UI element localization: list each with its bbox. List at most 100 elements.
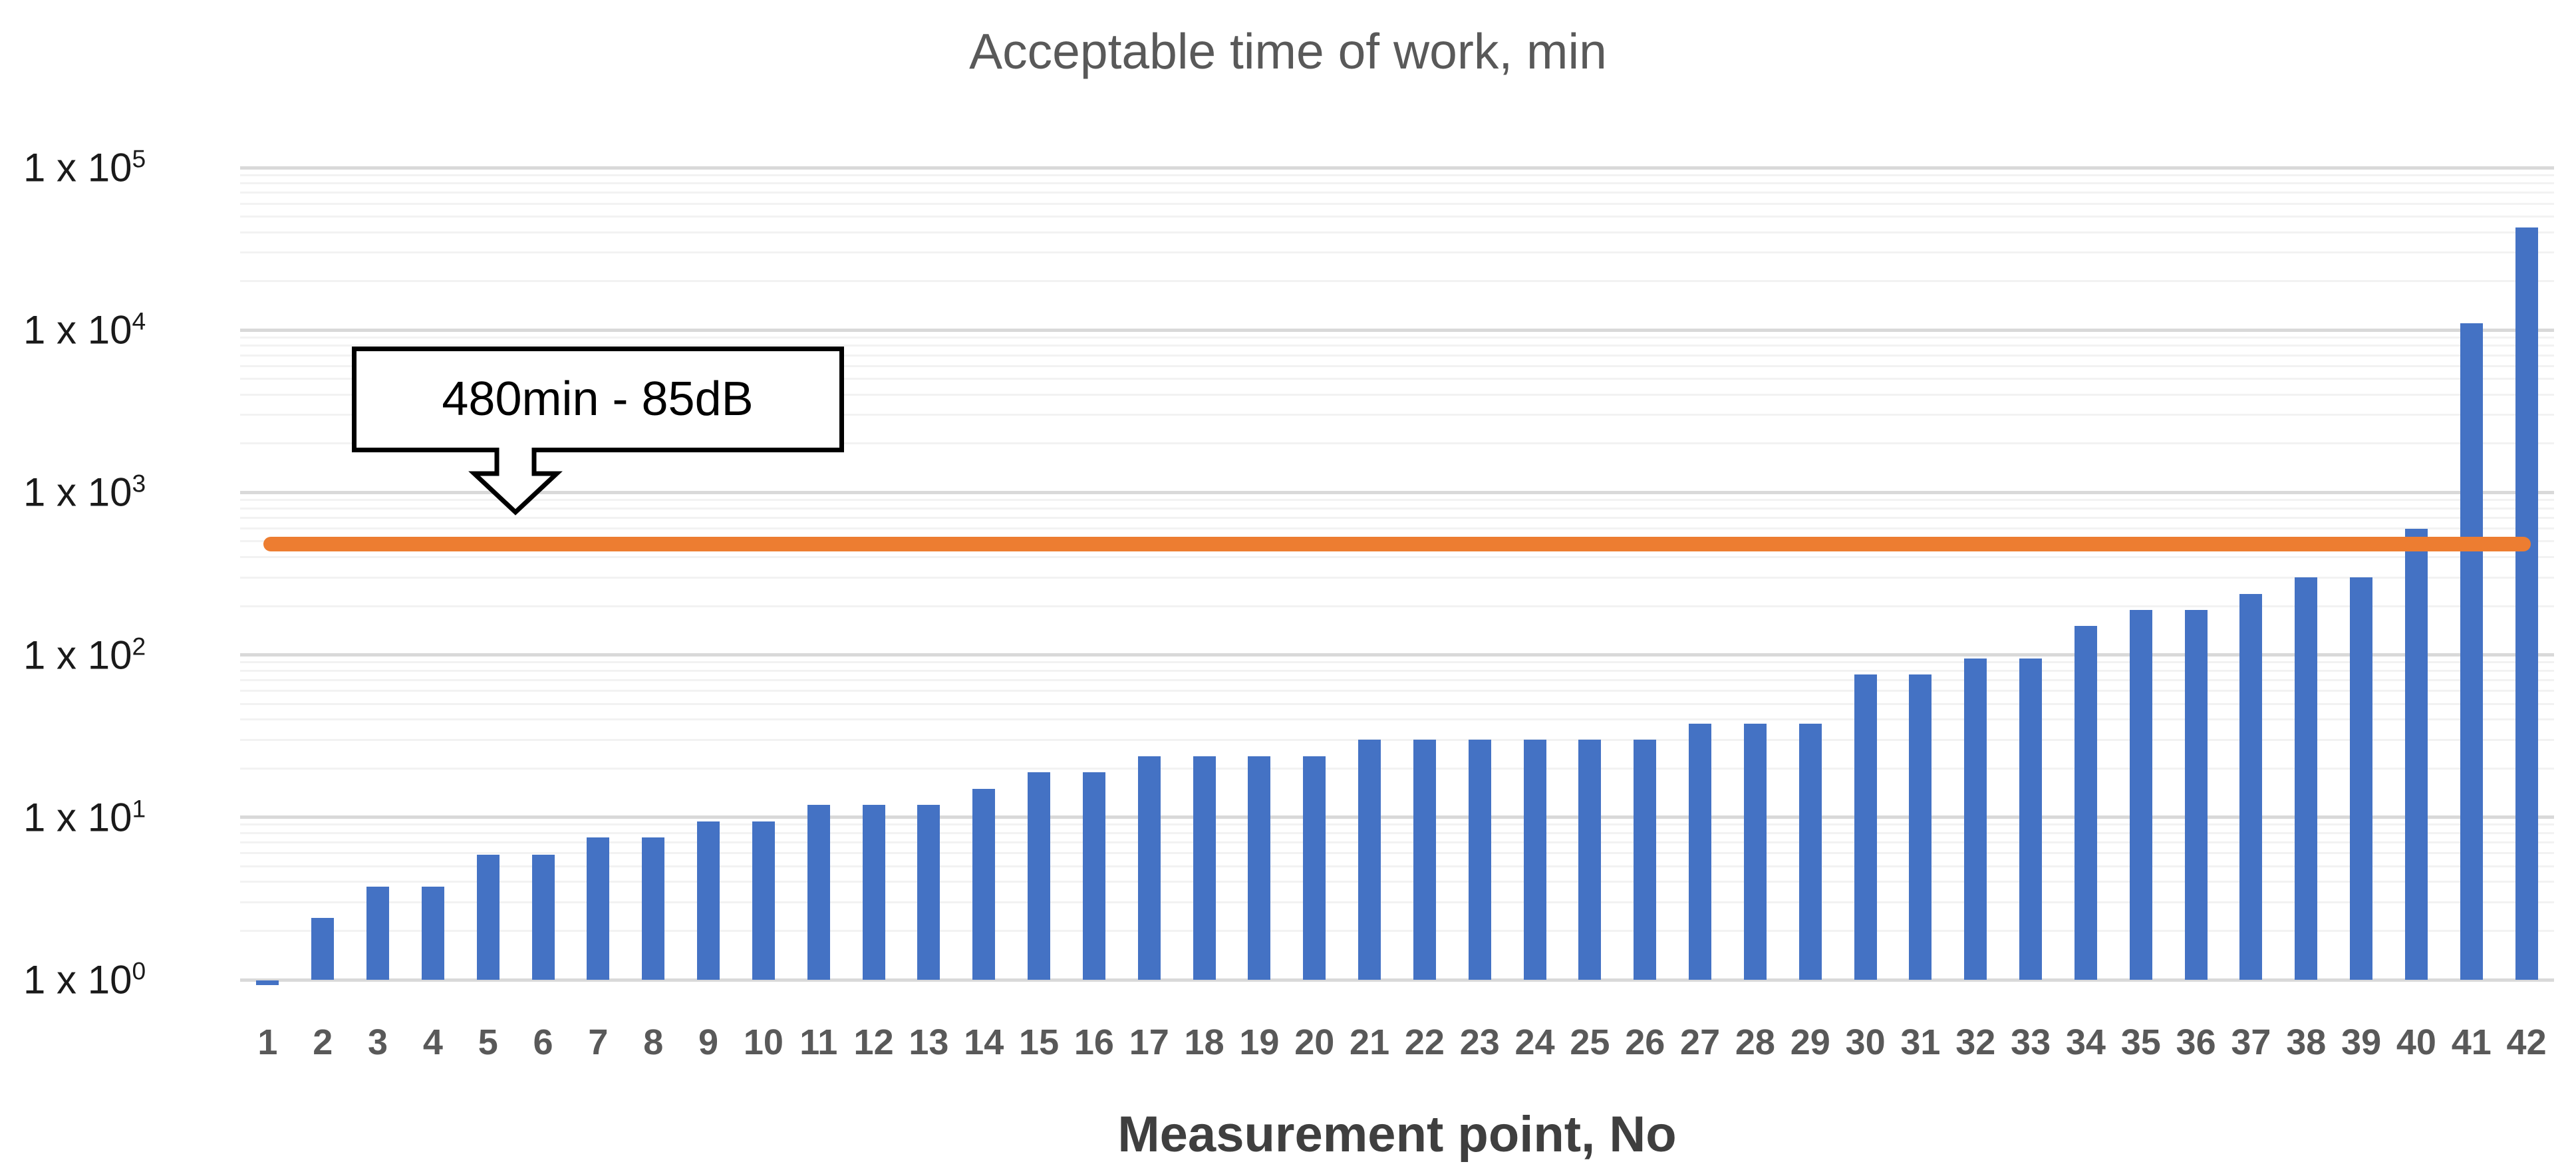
bar-measurement-point-37 xyxy=(2239,593,2263,980)
gridline-minor xyxy=(240,767,2554,770)
bar-measurement-point-14 xyxy=(972,788,996,980)
x-axis-tick-label: 22 xyxy=(1404,1022,1445,1062)
gridline-minor xyxy=(240,182,2554,185)
gridline-minor xyxy=(240,442,2554,445)
x-axis-tick-label: 27 xyxy=(1680,1022,1721,1062)
bar-measurement-point-32 xyxy=(1964,659,1987,980)
bar-measurement-point-34 xyxy=(2074,625,2097,980)
x-axis-tick-label: 36 xyxy=(2176,1022,2216,1062)
x-axis-tick-label: 30 xyxy=(1845,1022,1886,1062)
gridline-minor xyxy=(240,251,2554,254)
y-axis-tick-label: 1 x 105 xyxy=(23,144,146,190)
limit-line-480min xyxy=(263,537,2531,552)
x-axis-tick-label: 1 xyxy=(257,1022,278,1062)
gridline-minor xyxy=(240,831,2554,834)
gridline-minor xyxy=(240,738,2554,741)
gridline-major xyxy=(240,815,2554,819)
gridline-major xyxy=(240,166,2554,170)
x-axis-tick-label: 4 xyxy=(422,1022,443,1062)
bar-measurement-point-35 xyxy=(2129,610,2152,980)
bar-measurement-point-39 xyxy=(2350,577,2373,980)
gridline-major xyxy=(240,978,2554,982)
gridline-major xyxy=(240,490,2554,494)
bar-measurement-point-24 xyxy=(1523,740,1546,980)
x-axis-tick-label: 12 xyxy=(853,1022,894,1062)
bar-measurement-point-21 xyxy=(1358,740,1381,980)
x-axis-tick-label: 32 xyxy=(1955,1022,1996,1062)
gridline-minor xyxy=(240,718,2554,721)
x-axis-tick-label: 42 xyxy=(2506,1022,2547,1062)
x-axis-tick-label: 35 xyxy=(2120,1022,2161,1062)
x-axis-tick-label: 5 xyxy=(478,1022,498,1062)
bar-measurement-point-26 xyxy=(1634,740,1657,980)
x-axis-tick-label: 39 xyxy=(2341,1022,2382,1062)
gridline-minor xyxy=(240,336,2554,339)
bar-measurement-point-42 xyxy=(2515,227,2538,980)
gridline-minor xyxy=(240,841,2554,844)
x-axis-tick-label: 10 xyxy=(743,1022,784,1062)
gridline-minor xyxy=(240,174,2554,176)
x-axis-tick-label: 17 xyxy=(1129,1022,1169,1062)
annotation-label: 480min - 85dB xyxy=(442,372,754,426)
gridline-minor xyxy=(240,499,2554,502)
x-axis-tick-label: 37 xyxy=(2231,1022,2271,1062)
x-axis-tick-label: 26 xyxy=(1625,1022,1665,1062)
x-axis-tick-label: 21 xyxy=(1350,1022,1390,1062)
gridline-major xyxy=(240,328,2554,332)
gridline-minor xyxy=(240,669,2554,672)
down-arrow-icon xyxy=(468,448,563,515)
gridline-minor xyxy=(240,280,2554,283)
bar-measurement-point-33 xyxy=(2019,659,2043,980)
gridline-major xyxy=(240,653,2554,657)
gridline-minor xyxy=(240,345,2554,347)
gridline-minor xyxy=(240,378,2554,380)
y-axis-tick-label: 1 x 104 xyxy=(23,307,146,353)
gridline-minor xyxy=(240,702,2554,705)
y-axis-tick-label: 1 x 101 xyxy=(23,794,146,840)
gridline-minor xyxy=(240,929,2554,932)
x-axis-tick-label: 8 xyxy=(643,1022,664,1062)
gridline-minor xyxy=(240,852,2554,855)
bar-measurement-point-31 xyxy=(1909,674,1932,980)
bar-measurement-point-15 xyxy=(1028,772,1051,980)
gridline-minor xyxy=(240,678,2554,681)
bar-measurement-point-36 xyxy=(2184,610,2208,980)
x-axis-tick-label: 6 xyxy=(533,1022,553,1062)
gridline-minor xyxy=(240,354,2554,357)
bar-measurement-point-27 xyxy=(1689,723,1712,980)
bar-measurement-point-40 xyxy=(2404,528,2428,980)
gridline-minor xyxy=(240,661,2554,664)
gridline-minor xyxy=(240,576,2554,579)
bar-measurement-point-13 xyxy=(917,805,940,980)
x-axis-tick-label: 34 xyxy=(2065,1022,2106,1062)
x-axis-tick-label: 38 xyxy=(2286,1022,2327,1062)
x-axis-tick-label: 16 xyxy=(1073,1022,1114,1062)
x-axis-tick-label: 24 xyxy=(1514,1022,1555,1062)
bar-measurement-point-23 xyxy=(1468,740,1491,980)
x-axis-tick-label: 28 xyxy=(1735,1022,1775,1062)
gridline-minor xyxy=(240,231,2554,233)
x-axis-tick-label: 18 xyxy=(1184,1022,1224,1062)
bar-measurement-point-1 xyxy=(256,980,279,985)
gridline-minor xyxy=(240,365,2554,367)
gridline-minor xyxy=(240,216,2554,218)
annotation-box xyxy=(352,347,844,452)
x-axis-tick-label: 2 xyxy=(313,1022,333,1062)
gridline-minor xyxy=(240,527,2554,530)
gridline-minor xyxy=(240,865,2554,867)
bar-measurement-point-6 xyxy=(531,854,555,980)
gridline-minor xyxy=(240,192,2554,194)
gridline-minor xyxy=(240,823,2554,826)
bar-measurement-point-8 xyxy=(642,837,665,980)
gridline-minor xyxy=(240,605,2554,607)
bar-measurement-point-28 xyxy=(1743,723,1767,980)
x-axis-tick-label: 25 xyxy=(1570,1022,1610,1062)
x-axis-tick-label: 15 xyxy=(1019,1022,1060,1062)
x-axis-tick-label: 41 xyxy=(2451,1022,2492,1062)
x-axis-tick-label: 11 xyxy=(799,1022,838,1062)
bar-measurement-point-12 xyxy=(862,805,885,980)
bar-measurement-point-10 xyxy=(752,821,775,980)
x-axis-tick-label: 29 xyxy=(1790,1022,1830,1062)
x-axis-tick-label: 13 xyxy=(909,1022,949,1062)
